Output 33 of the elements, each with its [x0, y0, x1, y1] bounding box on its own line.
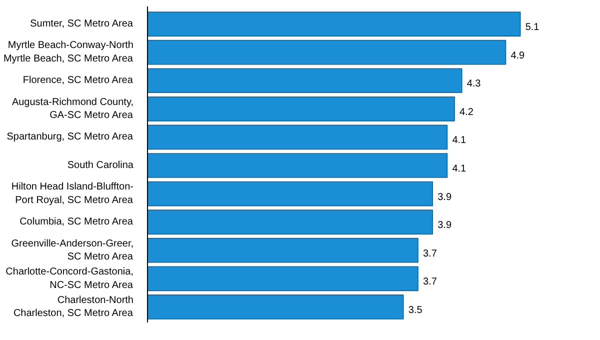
y-tick-label: Columbia, SC Metro Area: [20, 216, 134, 228]
bar: [148, 40, 506, 65]
data-label: 3.7: [422, 248, 438, 260]
bar: [148, 294, 404, 320]
data-label: 4.2: [460, 106, 474, 118]
data-label: 4.1: [452, 163, 467, 174]
y-tick-label: South Carolina: [67, 160, 134, 171]
data-label: 4.1: [452, 135, 467, 146]
data-label: 5.1: [525, 22, 540, 34]
bar: [148, 266, 418, 292]
bar: [148, 153, 448, 178]
data-label: 4.9: [510, 50, 526, 62]
bar: [148, 124, 448, 150]
y-tick-label: Charleston-North Charleston, SC Metro Area: [13, 294, 134, 320]
bar: [148, 238, 418, 263]
y-tick-label: Charlotte-Concord-Gastonia, NC-SC Metro Area: [6, 266, 134, 291]
bar: [148, 12, 521, 36]
data-label: 3.9: [438, 220, 452, 232]
y-tick-label: Florence, SC Metro Area: [22, 75, 134, 86]
bar: [148, 68, 462, 94]
y-tick-label: Myrtle Beach-Conway-North Myrtle Beach, SC Metro Area: [3, 40, 134, 64]
data-label: 3.5: [408, 304, 423, 316]
data-label: 3.7: [422, 276, 438, 288]
bar: [148, 210, 434, 234]
y-tick-label: Hilton Head Island-Bluffton- Port Royal, SC Metro Area: [11, 182, 134, 206]
bar: [148, 181, 434, 206]
bar: [148, 96, 455, 122]
y-tick-label: Augusta-Richmond County, GA-SC Metro Area: [12, 96, 134, 122]
data-label: 3.9: [438, 192, 452, 203]
y-tick-label: Sumter, SC Metro Area: [30, 18, 134, 30]
y-tick-label: Spartanburg, SC Metro Area: [6, 132, 134, 143]
y-tick-label: Greenville-Anderson-Greer, SC Metro Area: [11, 238, 134, 262]
data-label: 4.3: [466, 78, 482, 90]
